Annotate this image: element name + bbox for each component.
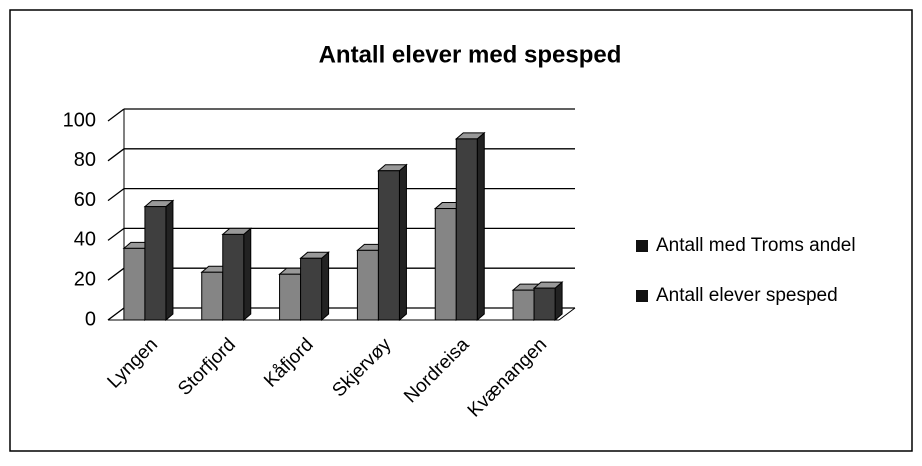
bar	[356, 249, 379, 321]
grid-line-side	[107, 148, 125, 162]
floor-edge	[558, 307, 576, 321]
bar	[455, 138, 478, 321]
bar-side	[165, 199, 174, 322]
y-tick-label: 80	[74, 149, 96, 171]
y-tick-label: 60	[74, 189, 96, 211]
y-tick-label: 40	[74, 229, 96, 251]
bar	[434, 208, 457, 321]
bar	[123, 247, 146, 321]
bar	[201, 271, 224, 321]
bar	[222, 233, 245, 321]
grid-line-side	[107, 307, 125, 321]
legend-swatch	[636, 240, 648, 252]
chart-title: Antall elever med spesped	[319, 41, 622, 68]
grid-line-side	[107, 188, 125, 202]
legend-label: Antall med Troms andel	[656, 235, 856, 256]
bar	[533, 287, 556, 321]
bar	[144, 206, 167, 321]
bar-side	[321, 251, 330, 322]
legend-swatch	[636, 290, 648, 302]
grid-line-side	[107, 108, 125, 122]
bar-side	[476, 131, 485, 322]
bar	[300, 257, 323, 321]
bar	[279, 273, 302, 321]
grid-line-side	[107, 267, 125, 281]
bar	[377, 170, 400, 321]
bar	[512, 289, 535, 321]
legend-label: Antall elever spesped	[656, 285, 838, 306]
y-tick-label: 100	[63, 109, 96, 131]
bar-side	[398, 163, 407, 322]
grid-line-side	[107, 227, 125, 241]
y-tick-label: 0	[85, 308, 96, 330]
y-tick-label: 20	[74, 268, 96, 290]
bar-side	[243, 227, 252, 322]
